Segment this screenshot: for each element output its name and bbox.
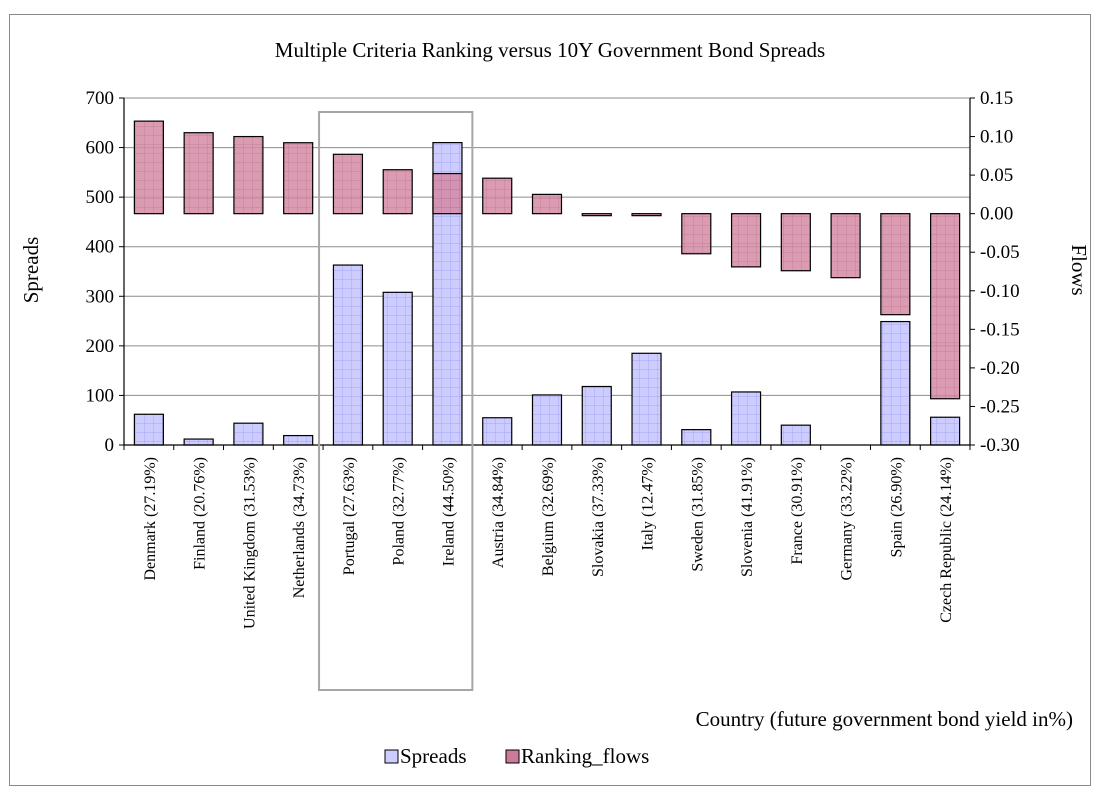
highlight-box: [318, 111, 474, 691]
y-tick-label: 700: [86, 88, 115, 109]
y2-tick-label: -0.05: [980, 242, 1020, 263]
y2-axis-title: Flows: [1067, 244, 1091, 295]
legend-label-ranking-flows: Ranking_flows: [521, 744, 649, 768]
bar-ranking-flows-netherlands: [283, 142, 314, 215]
bar-spreads-italy: [631, 352, 662, 446]
bar-spreads-netherlands: [283, 434, 314, 446]
bar-spreads-spain: [880, 320, 911, 446]
y2-tick-label: -0.15: [980, 319, 1020, 340]
y2-tick-label: 0.00: [980, 204, 1013, 225]
bar-spreads-portugal: [332, 264, 364, 446]
ranking-flows-series: [133, 120, 961, 400]
bar-ranking-flows-belgium: [531, 193, 563, 215]
bar-spreads-slovakia: [581, 385, 612, 446]
category-label: Belgium (32.69%): [540, 457, 557, 576]
y2-tick-label: 0.10: [980, 127, 1013, 148]
axes: [123, 98, 971, 446]
category-label: Finland (20.76%): [192, 457, 209, 570]
bar-spreads-austria: [482, 417, 513, 446]
spreads-series: [133, 142, 961, 446]
bar-spreads-denmark: [133, 413, 164, 446]
bar-ranking-flows-poland: [382, 169, 413, 215]
y-tick-label: 600: [86, 138, 115, 159]
y2-tick-label: -0.10: [980, 281, 1020, 302]
category-label: Denmark (27.19%): [142, 457, 159, 581]
category-label: Austria (34.84%): [490, 457, 507, 568]
y-tick-label: 300: [86, 286, 115, 307]
bar-ranking-flows-finland: [183, 132, 214, 215]
y2-tick-label: -0.30: [980, 435, 1020, 456]
bar-ranking-flows-ireland: [432, 172, 463, 215]
category-label: Spain (26.90%): [888, 457, 905, 557]
legend-swatch-ranking-flows: [505, 749, 520, 764]
category-label: France (30.91%): [789, 457, 806, 565]
y-tick-label: 500: [86, 187, 115, 208]
y-tick-label: 400: [86, 237, 115, 258]
bar-ranking-flows-italy: [631, 213, 662, 217]
bar-ranking-flows-denmark: [133, 120, 164, 215]
bar-spreads-czech-republic: [930, 416, 961, 446]
category-label: Poland (32.77%): [391, 457, 408, 565]
category-label: Portugal (27.63%): [341, 457, 358, 575]
category-label: Italy (12.47%): [640, 457, 657, 550]
bar-spreads-united-kingdom: [233, 422, 264, 446]
y2-axis-ticks: 0.15 0.10 0.05 0.00 -0.05 -0.10 -0.15 -0.20 -0.2…: [970, 88, 1020, 456]
bar-spreads-france: [780, 424, 811, 446]
y2-tick-label: -0.20: [980, 358, 1020, 379]
y-tick-label: 100: [86, 385, 115, 406]
bar-ranking-flows-france: [780, 213, 811, 272]
y-axis-title: Spreads: [19, 237, 43, 304]
category-label: Slovenia (41.91%): [739, 457, 756, 577]
category-label: Ireland (44.50%): [440, 457, 457, 566]
bar-spreads-sweden: [681, 429, 712, 446]
legend-label-spreads: Spreads: [400, 744, 467, 768]
category-labels: Denmark (27.19%) Finland (20.76%) United K…: [123, 445, 971, 629]
category-label: Sweden (31.85%): [689, 457, 706, 572]
y2-tick-label: 0.05: [980, 165, 1013, 186]
category-label: United Kingdom (31.53%): [241, 457, 258, 629]
bar-ranking-flows-czech-republic: [930, 213, 961, 400]
y2-tick-label: 0.15: [980, 88, 1013, 109]
bar-spreads-finland: [183, 438, 214, 446]
bar-spreads-slovenia: [730, 391, 762, 446]
bar-spreads-belgium: [531, 394, 563, 446]
category-label: Slovakia (37.33%): [590, 457, 607, 577]
bar-ranking-flows-sweden: [681, 213, 712, 255]
y-tick-label: 200: [86, 336, 115, 357]
legend-swatch-spreads: [384, 749, 399, 764]
y2-tick-label: -0.25: [980, 396, 1020, 417]
category-label: Czech Republic (24.14%): [938, 457, 955, 623]
y-tick-label: 0: [105, 435, 115, 456]
bar-ranking-flows-slovenia: [730, 213, 762, 268]
category-label: Netherlands (34.73%): [291, 457, 308, 598]
bar-ranking-flows-portugal: [332, 153, 364, 215]
category-label: Germany (33.22%): [839, 457, 856, 581]
bar-ranking-flows-united-kingdom: [233, 135, 264, 215]
bar-ranking-flows-slovakia: [581, 213, 612, 217]
y-axis-ticks: 0 100 200 300 400 500 600 700: [86, 88, 124, 456]
bar-ranking-flows-austria: [482, 177, 513, 215]
x-axis-title: Country (future government bond yield in…: [696, 707, 1073, 731]
bar-spreads-poland: [382, 291, 413, 446]
chart-title: Multiple Criteria Ranking versus 10Y Gov…: [275, 38, 825, 62]
legend: Spreads Ranking_flows: [384, 744, 649, 768]
bar-ranking-flows-germany: [830, 213, 861, 279]
bar-ranking-flows-spain: [880, 213, 911, 316]
